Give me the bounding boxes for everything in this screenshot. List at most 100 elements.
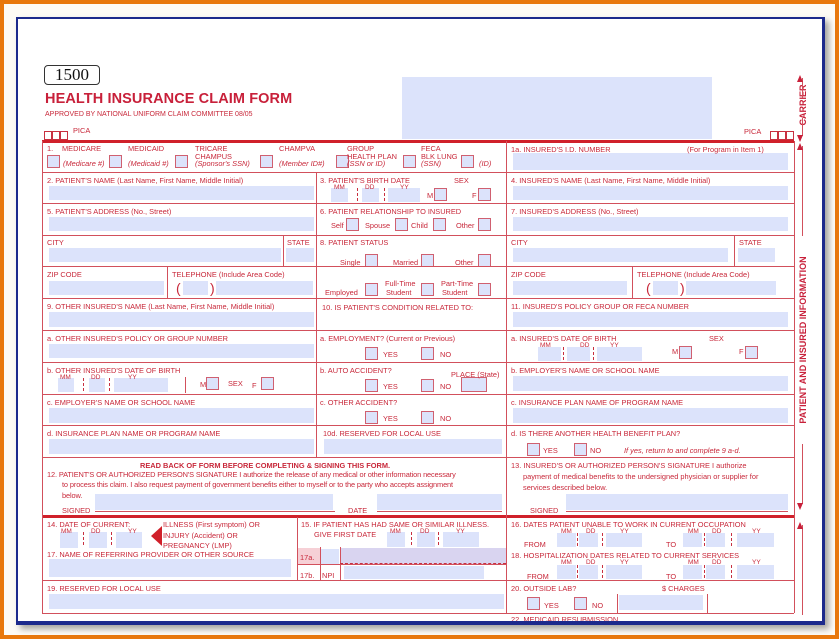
insured-dob-yy[interactable] [597, 347, 642, 361]
other-dob-mm[interactable] [58, 378, 74, 392]
insurance-plan-field[interactable] [513, 408, 788, 423]
other-id-checkbox[interactable] [461, 155, 474, 168]
outside-lab-yes-checkbox[interactable] [527, 597, 540, 610]
hosp-from-dd[interactable] [579, 565, 598, 579]
auto-no-checkbox[interactable] [421, 379, 434, 392]
employment-no-checkbox[interactable] [421, 347, 434, 360]
medicare-checkbox[interactable] [47, 155, 60, 168]
patient-signature-field[interactable] [95, 494, 333, 510]
part-time-checkbox[interactable] [478, 283, 491, 296]
referring-provider-field[interactable] [49, 559, 291, 577]
insured-employer-field[interactable] [513, 376, 788, 391]
phone-field[interactable] [216, 281, 313, 295]
date-separator [731, 565, 733, 578]
first-date-mm[interactable] [387, 532, 405, 547]
insured-signature-field[interactable] [566, 494, 788, 510]
current-yy[interactable] [116, 532, 142, 548]
current-dd[interactable] [89, 532, 107, 548]
unable-from-dd[interactable] [579, 533, 598, 547]
other-male-checkbox[interactable] [206, 377, 219, 390]
npi-field[interactable] [344, 566, 484, 579]
spouse-checkbox[interactable] [395, 218, 408, 231]
insured-area-code-field[interactable] [653, 281, 678, 295]
area-code-field[interactable] [183, 281, 208, 295]
patient-address-field[interactable] [49, 217, 314, 231]
other-insured-policy-field[interactable] [49, 344, 314, 358]
unable-to-yy[interactable] [737, 533, 774, 547]
city-field[interactable] [49, 248, 281, 262]
insured-policy-field[interactable] [513, 312, 788, 327]
hosp-from-mm[interactable] [557, 565, 576, 579]
insured-male-checkbox[interactable] [679, 346, 692, 359]
insured-dob-dd[interactable] [567, 347, 590, 361]
insured-female-checkbox[interactable] [745, 346, 758, 359]
read-back-notice: READ BACK OF FORM BEFORE COMPLETING & SI… [140, 461, 391, 470]
insured-city-field[interactable] [513, 248, 728, 262]
other-plan-yes-checkbox[interactable] [527, 443, 540, 456]
hosp-to-dd[interactable] [706, 565, 725, 579]
hosp-to-yy[interactable] [737, 565, 774, 579]
unable-to-mm[interactable] [683, 533, 702, 547]
patient-name-field[interactable] [49, 186, 314, 200]
insured-id-field[interactable] [513, 153, 788, 170]
birth-mm[interactable] [331, 188, 348, 202]
item-17a-qualifier-field[interactable] [321, 549, 339, 564]
other-insured-name-field[interactable] [49, 312, 314, 327]
other-dob-yy[interactable] [114, 378, 168, 392]
unable-to-dd[interactable] [706, 533, 725, 547]
patient-male-checkbox[interactable] [434, 188, 447, 201]
other-dob-dd[interactable] [89, 378, 105, 392]
tricare-checkbox[interactable] [175, 155, 188, 168]
sex-label: SEX [228, 379, 243, 388]
other-plan-no-checkbox[interactable] [574, 443, 587, 456]
employer-field[interactable] [49, 408, 314, 423]
item-17a-id-field[interactable] [340, 548, 506, 564]
birth-dd[interactable] [362, 188, 379, 202]
form-title: HEALTH INSURANCE CLAIM FORM [45, 91, 293, 107]
pica-left-label: PICA [73, 126, 91, 135]
date-separator [593, 347, 595, 360]
state-field[interactable] [286, 248, 314, 262]
outside-lab-no-checkbox[interactable] [574, 597, 587, 610]
give-first-date-label: GIVE FIRST DATE [314, 530, 377, 539]
employed-checkbox[interactable] [365, 283, 378, 296]
child-checkbox[interactable] [433, 218, 446, 231]
insured-zip-field[interactable] [513, 281, 627, 295]
hosp-to-mm[interactable] [683, 565, 702, 579]
reserved-local-field[interactable] [324, 439, 502, 454]
signature-date-field[interactable] [377, 494, 502, 510]
self-checkbox[interactable] [346, 218, 359, 231]
reserved-local-use-field[interactable] [49, 594, 504, 609]
current-mm[interactable] [60, 532, 78, 548]
place-state-field[interactable] [461, 377, 487, 392]
insured-phone-field[interactable] [686, 281, 776, 295]
other-accident-no-checkbox[interactable] [421, 411, 434, 424]
yy-label: YY [752, 559, 761, 566]
insured-state-field[interactable] [738, 248, 775, 262]
birth-yy[interactable] [388, 188, 420, 202]
auto-yes-checkbox[interactable] [365, 379, 378, 392]
other-relation-checkbox[interactable] [478, 218, 491, 231]
insurance-plan-name-field[interactable] [49, 439, 314, 454]
unable-from-yy[interactable] [606, 533, 642, 547]
full-time-checkbox[interactable] [421, 283, 434, 296]
insured-address-field[interactable] [513, 217, 788, 231]
hosp-from-yy[interactable] [606, 565, 642, 579]
charges-field[interactable] [619, 595, 703, 610]
feca-checkbox[interactable] [403, 155, 416, 168]
pica-box [44, 131, 52, 140]
other-accident-yes-checkbox[interactable] [365, 411, 378, 424]
champva-checkbox[interactable] [260, 155, 273, 168]
medicaid-checkbox[interactable] [109, 155, 122, 168]
zip-field[interactable] [49, 281, 164, 295]
patient-female-checkbox[interactable] [478, 188, 491, 201]
group-health-checkbox[interactable] [336, 155, 349, 168]
date-separator [111, 532, 113, 545]
insured-name-field[interactable] [513, 186, 788, 200]
insured-dob-mm[interactable] [538, 347, 561, 361]
first-date-dd[interactable] [417, 532, 435, 547]
other-female-checkbox[interactable] [261, 377, 274, 390]
first-date-yy[interactable] [443, 532, 479, 547]
employment-yes-checkbox[interactable] [365, 347, 378, 360]
unable-from-mm[interactable] [557, 533, 576, 547]
